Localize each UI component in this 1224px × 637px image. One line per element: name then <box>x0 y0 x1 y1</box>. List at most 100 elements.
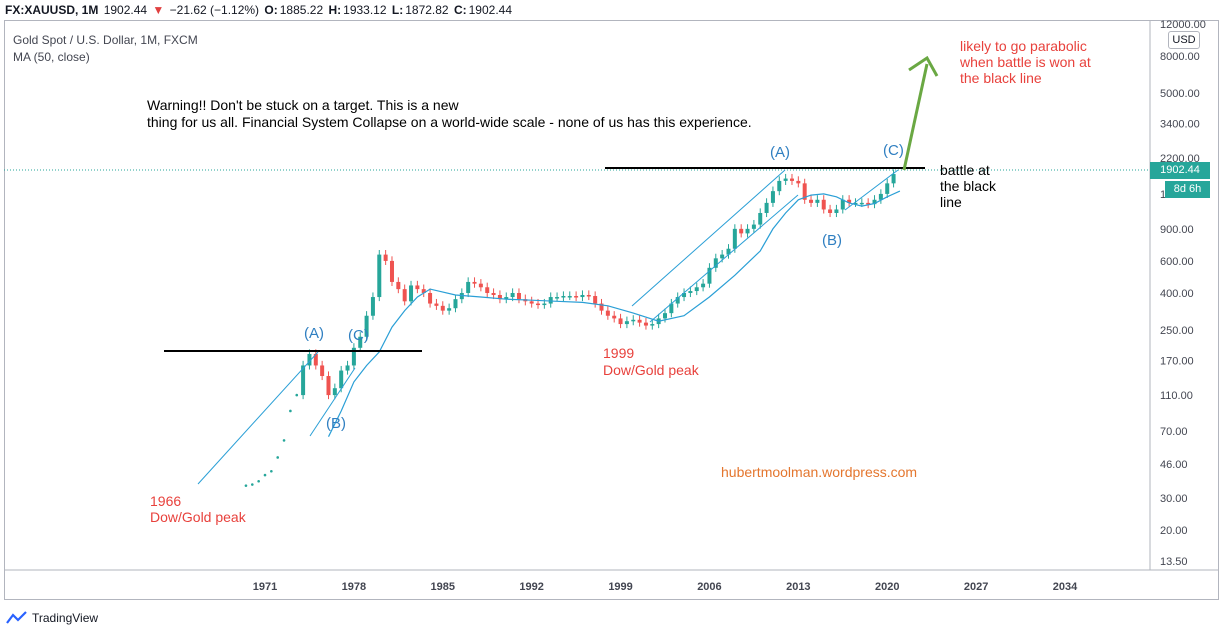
peak-1966-label: Dow/Gold peak <box>150 509 247 525</box>
candle-body <box>783 178 788 181</box>
wave-label-b-2015: (B) <box>822 232 842 249</box>
close-label: C: <box>453 3 467 17</box>
candle-body <box>504 297 509 300</box>
candle-body <box>326 376 331 396</box>
candle-body <box>789 178 794 181</box>
candle-body <box>815 199 820 203</box>
arrow-up-icon <box>908 55 939 77</box>
price-tick-label: 5000.00 <box>1160 88 1200 100</box>
author-watermark: hubertmoolman.wordpress.com <box>721 464 917 480</box>
candle-body <box>561 296 566 298</box>
candle-body <box>574 296 579 298</box>
time-tick-label: 1978 <box>342 581 366 593</box>
candle-body <box>802 183 807 200</box>
price-dot <box>263 473 267 477</box>
candle-body <box>466 281 471 293</box>
price-tick-label: 70.00 <box>1160 426 1188 438</box>
candle-body <box>447 308 452 311</box>
time-tick-label: 2013 <box>786 581 810 593</box>
candle-body <box>878 193 883 200</box>
price-dot <box>295 393 299 397</box>
candle-body <box>726 248 731 255</box>
peak-1999-label: Dow/Gold peak <box>603 362 700 378</box>
wave-label-a-1974: (A) <box>304 325 324 342</box>
candle-body <box>313 353 318 366</box>
candle-body <box>345 365 350 371</box>
candle-body <box>453 299 458 309</box>
chart-frame <box>4 20 1219 600</box>
peak-1966-year: 1966 <box>150 493 181 509</box>
candle-body <box>834 209 839 213</box>
candle-body <box>739 228 744 234</box>
price-tick-label: 12000.00 <box>1160 19 1206 31</box>
candle-body <box>548 297 553 304</box>
price-change: −21.62 (−1.12%) <box>169 3 260 17</box>
parabolic-arrow-shaft <box>902 63 929 171</box>
candle-body <box>364 315 369 337</box>
candle-body <box>618 318 623 325</box>
candle-body <box>301 365 306 396</box>
price-tick-label: 13.50 <box>1160 556 1188 568</box>
candle-body <box>351 347 356 366</box>
candle-body <box>809 199 814 203</box>
candle-body <box>713 258 718 268</box>
indicator-legend[interactable]: MA (50, close) <box>13 50 90 64</box>
candle-body <box>643 322 648 326</box>
open-label: O: <box>264 3 278 17</box>
candles <box>301 169 896 400</box>
chart-legend-title[interactable]: Gold Spot / U.S. Dollar, 1M, FXCM <box>13 33 198 47</box>
candle-body <box>796 180 801 184</box>
early-price-dots <box>244 393 299 487</box>
candle-body <box>415 285 420 290</box>
price-dot <box>282 439 286 442</box>
close-value: 1902.44 <box>468 3 513 17</box>
symbol-label[interactable]: FX:XAUUSD, 1M <box>5 3 99 17</box>
price-dot <box>257 479 260 483</box>
candle-body <box>872 199 877 205</box>
candle-body <box>669 303 674 314</box>
currency-button[interactable]: USD <box>1168 31 1200 49</box>
parabolic-note-line-2: when battle is won at <box>959 54 1091 70</box>
candle-body <box>707 267 712 284</box>
candle-body <box>701 283 706 288</box>
candle-body <box>358 336 363 348</box>
price-axis[interactable]: 12000.008000.005000.003400.002200.001490… <box>1160 19 1206 568</box>
candle-body <box>377 254 382 298</box>
candle-body <box>694 287 699 292</box>
time-axis[interactable]: 1971 1978 1985 1992 1999 2006 2013 2020 2027 2034 <box>253 581 1078 593</box>
warning-text-line-2: thing for us all. Financial System Colla… <box>147 114 752 130</box>
price-tick-label: 30.00 <box>1160 493 1188 505</box>
price-tick-label: 400.00 <box>1160 288 1194 300</box>
time-tick-label: 2034 <box>1053 581 1078 593</box>
price-tick-label: 600.00 <box>1160 256 1194 268</box>
candle-body <box>605 310 610 316</box>
open-value: 1885.22 <box>279 3 324 17</box>
candle-body <box>828 209 833 213</box>
price-dot <box>244 484 248 487</box>
candle-body <box>510 292 515 298</box>
price-dot <box>251 483 254 486</box>
candle-body <box>745 228 750 234</box>
candle-body <box>529 301 534 304</box>
time-tick-label: 2027 <box>964 581 988 593</box>
candle-body <box>840 199 845 210</box>
price-tick-label: 250.00 <box>1160 325 1194 337</box>
candle-body <box>599 303 604 311</box>
candle-body <box>409 285 414 302</box>
battle-note-line-2: the black <box>940 178 997 194</box>
tradingview-footer[interactable]: TradingView <box>6 608 98 628</box>
candle-body <box>567 296 572 298</box>
low-label: L: <box>391 3 404 17</box>
candle-body <box>440 305 445 311</box>
candle-body <box>536 303 541 306</box>
candle-body <box>472 281 477 284</box>
candle-body <box>688 291 693 293</box>
symbol-header-bar: FX:XAUUSD, 1M 1902.44 ▼ −21.62 (−1.12%) … <box>0 0 1224 20</box>
candle-body <box>339 370 344 389</box>
time-tick-label: 1971 <box>253 581 277 593</box>
candle-body <box>777 180 782 192</box>
price-dot <box>276 456 279 459</box>
parabolic-note-line-3: the black line <box>960 70 1042 86</box>
battle-note-line-3: line <box>940 194 962 210</box>
